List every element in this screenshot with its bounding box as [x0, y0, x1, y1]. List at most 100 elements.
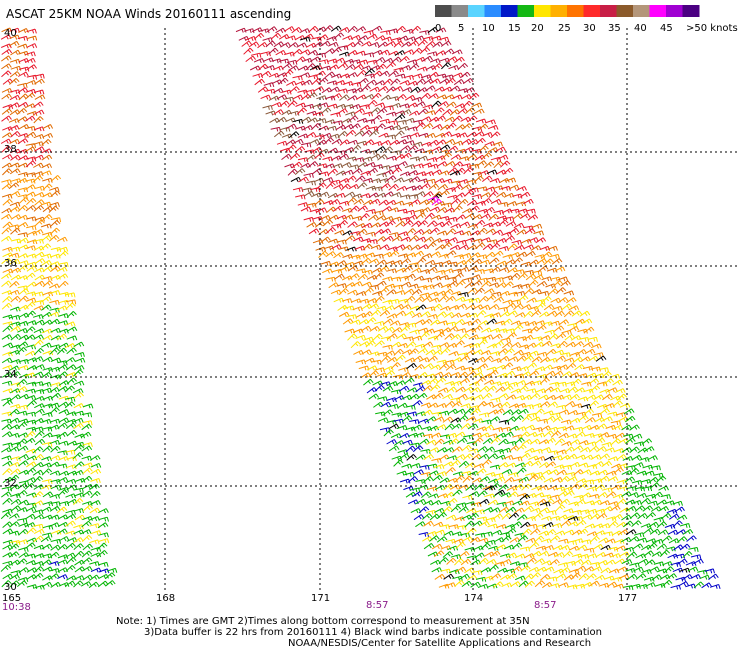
wind-barb	[358, 319, 370, 325]
wind-barb	[33, 514, 45, 520]
wind-barb	[332, 205, 344, 212]
wind-barb	[507, 356, 519, 362]
wind-barb	[9, 474, 20, 482]
wind-barb	[334, 57, 346, 63]
wind-barb	[519, 493, 531, 501]
wind-barb	[492, 141, 503, 147]
wind-barb	[470, 318, 482, 325]
wind-barb	[377, 325, 389, 332]
wind-barb	[33, 141, 44, 147]
wind-barb	[368, 370, 379, 378]
wind-barb	[503, 385, 514, 392]
wind-barb	[342, 81, 354, 86]
wind-barb	[268, 47, 279, 55]
wind-barb	[0, 512, 12, 520]
wind-barb	[672, 500, 683, 506]
wind-barb	[1, 302, 13, 310]
wind-barb	[387, 246, 398, 252]
legend-tick-label: 45	[660, 23, 673, 34]
wind-barb	[25, 334, 36, 341]
wind-barb	[447, 237, 459, 243]
wind-barb	[454, 340, 465, 347]
wind-barb	[679, 543, 691, 551]
wind-barb	[395, 354, 406, 362]
wind-barb	[509, 272, 521, 280]
wind-barb	[606, 581, 618, 588]
wind-barb	[523, 244, 535, 250]
wind-barb	[33, 334, 44, 340]
wind-barb	[276, 94, 288, 100]
wind-barb	[412, 491, 423, 498]
wind-barb	[503, 281, 514, 289]
wind-barb	[481, 152, 492, 160]
wind-barb	[560, 520, 572, 527]
wind-barb	[25, 57, 36, 63]
wind-barb	[517, 295, 529, 302]
wind-barb	[470, 274, 482, 280]
legend-tick-label: 20	[531, 23, 544, 34]
wind-barb	[342, 253, 354, 259]
wind-barb	[481, 280, 492, 288]
wind-barb	[530, 245, 542, 251]
map-background	[0, 28, 740, 593]
wind-barb	[18, 567, 30, 574]
wind-barb	[526, 362, 538, 369]
wind-barb	[482, 392, 493, 400]
wind-barb	[10, 404, 21, 409]
wind-barb	[34, 438, 46, 446]
wind-barb	[372, 186, 383, 192]
wind-barb	[399, 453, 410, 460]
legend-swatch	[550, 5, 568, 17]
wind-barb	[477, 583, 489, 589]
wind-barb	[417, 347, 429, 355]
wind-barb	[32, 371, 44, 377]
wind-barb	[338, 153, 350, 160]
wind-barb	[65, 364, 77, 371]
legend-swatch	[649, 5, 667, 17]
wind-barb	[625, 415, 636, 423]
wind-barb	[50, 484, 62, 490]
wind-barb	[451, 401, 463, 408]
wind-barb	[18, 460, 29, 467]
wind-barb	[458, 244, 470, 250]
wind-barb	[9, 424, 21, 430]
wind-barb	[331, 93, 343, 99]
wind-barb	[574, 364, 585, 371]
wind-barb	[477, 490, 488, 498]
note-line-2: 3)Data buffer is 22 hrs from 20160111 4)…	[144, 627, 602, 638]
wind-barb	[568, 305, 580, 311]
wind-barb	[414, 364, 425, 371]
wind-barb	[380, 183, 391, 190]
wind-barb	[368, 258, 380, 264]
wind-barb	[378, 221, 390, 227]
wind-barb	[350, 341, 361, 349]
wind-barb	[250, 52, 262, 58]
wind-barb	[26, 225, 37, 231]
wind-barb	[17, 205, 28, 212]
wind-barb	[344, 191, 356, 198]
wind-barb	[530, 528, 541, 536]
wind-barb	[98, 508, 109, 514]
wind-barb	[535, 237, 547, 244]
wind-barb	[327, 168, 339, 176]
wind-barb	[516, 185, 527, 192]
wind-barb	[445, 364, 457, 371]
wind-barb	[476, 310, 487, 318]
wind-barb	[17, 87, 29, 94]
wind-barb	[552, 370, 564, 377]
wind-barb	[368, 41, 380, 48]
wind-barb	[42, 124, 54, 130]
wind-barb	[9, 574, 21, 580]
wind-barb	[398, 385, 410, 392]
wind-barb	[2, 296, 13, 303]
wind-barb	[688, 547, 699, 553]
wind-barb	[483, 313, 495, 319]
wind-barb	[386, 155, 397, 161]
wind-barb	[41, 468, 53, 476]
legend-swatch	[666, 5, 683, 17]
wind-barb	[503, 431, 514, 438]
wind-barb	[73, 543, 84, 550]
wind-barb	[669, 513, 680, 520]
wind-barb	[597, 469, 609, 475]
wind-barb	[365, 209, 377, 215]
